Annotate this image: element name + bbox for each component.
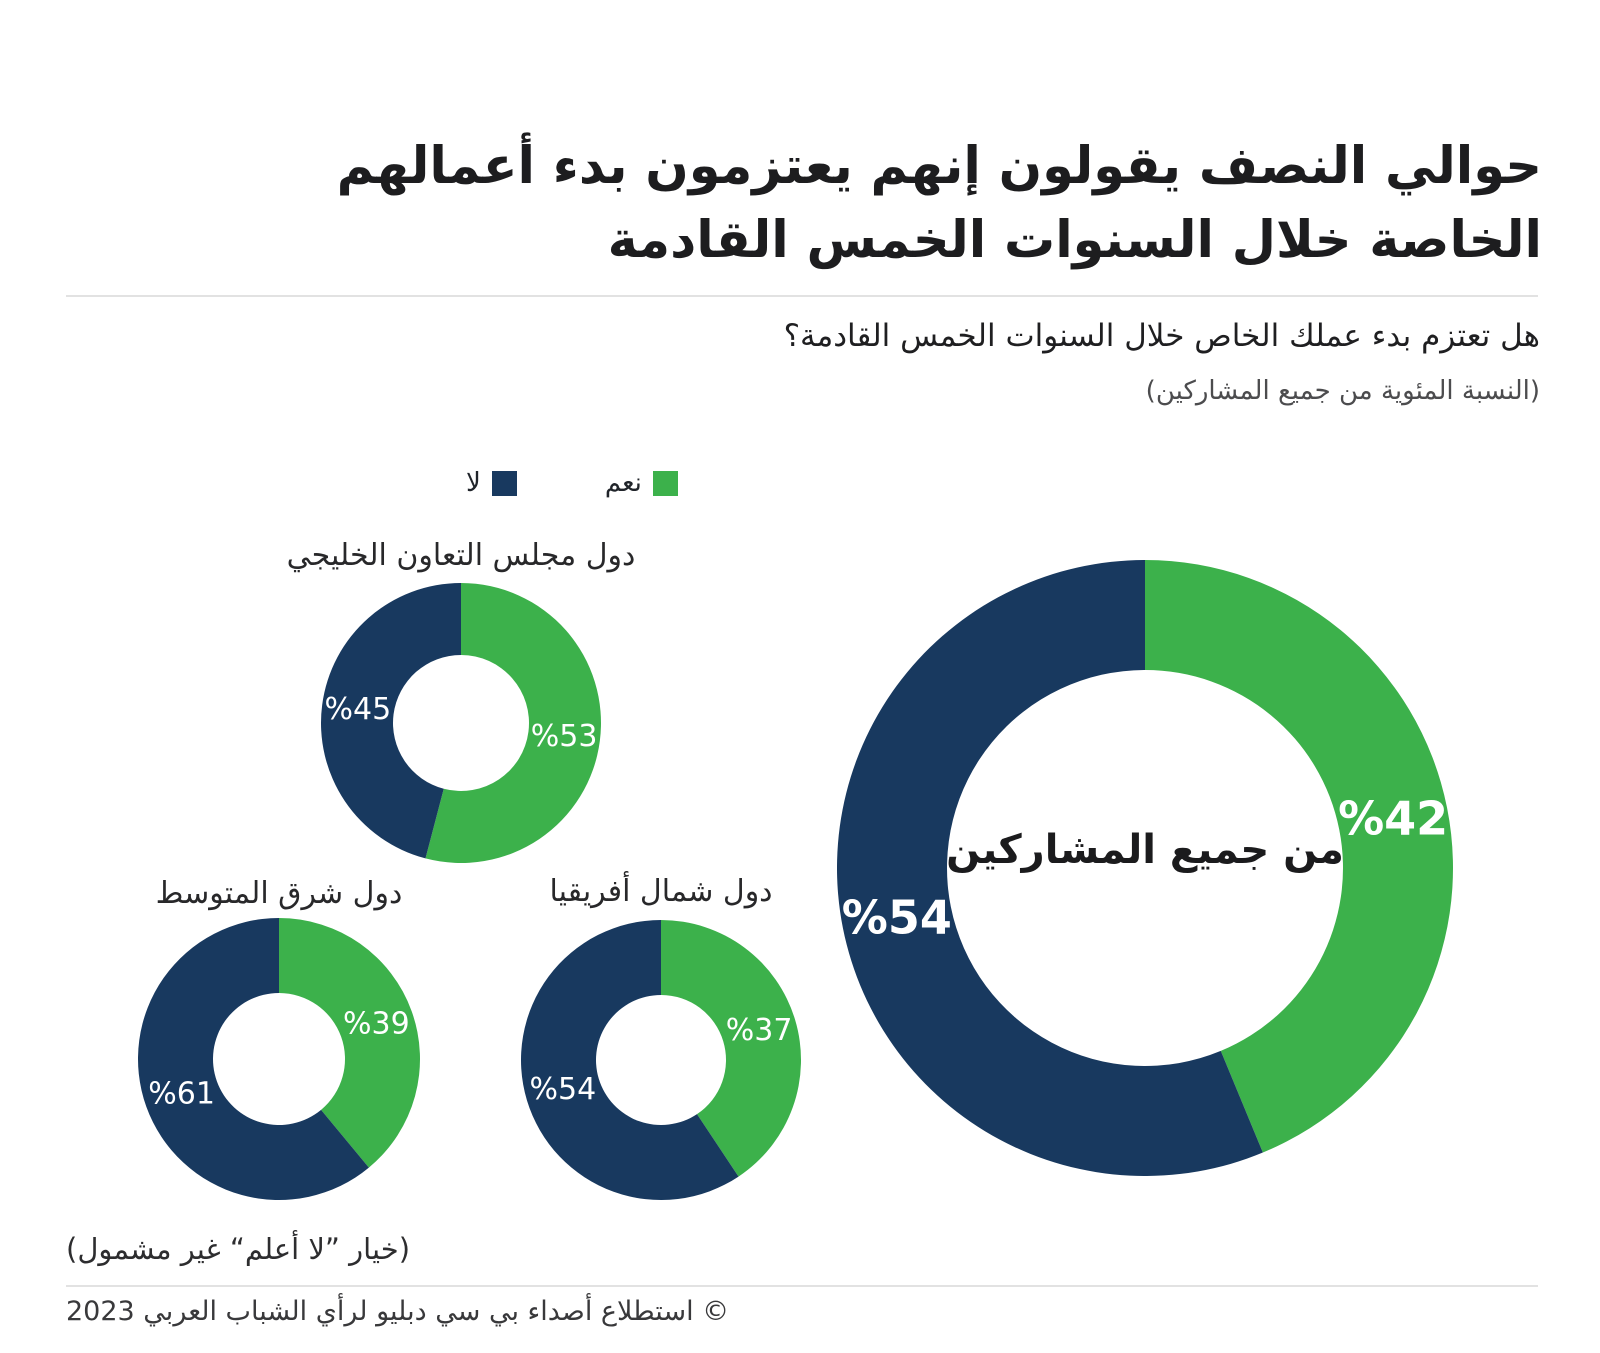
donut-north-africa-value-yes: %37 — [726, 1013, 793, 1048]
donut-north-africa-title: دول شمال أفريقيا — [549, 874, 773, 909]
donut-east-mediterranean-slice-yes — [279, 918, 420, 1168]
donut-gcc-value-yes: %53 — [531, 719, 598, 754]
survey-question-note: (النسبة المئوية من جميع المشاركين) — [1145, 376, 1540, 406]
donut-all-participants-slice-no — [837, 560, 1263, 1176]
legend-yes-swatch-icon — [652, 470, 678, 496]
legend-item-yes: نعم — [605, 470, 678, 496]
donut-east-mediterranean-value-no: %61 — [148, 1077, 215, 1112]
donut-north-africa-value-no: %54 — [530, 1072, 597, 1107]
donut-east-mediterranean-slice-no — [138, 918, 369, 1200]
footnote: (خيار ”لا أعلم“ غير مشمول) — [66, 1232, 411, 1266]
donut-all-participants-slice-yes — [1145, 560, 1453, 1153]
donut-all-participants-value-no: %54 — [842, 890, 952, 944]
survey-question: هل تعتزم بدء عملك الخاص خلال السنوات الخ… — [783, 318, 1540, 354]
title-divider — [66, 295, 1538, 297]
legend-yes-label: نعم — [604, 468, 642, 498]
donut-north-africa-chart: %37 %54 — [521, 920, 801, 1200]
legend-no-swatch-icon — [491, 470, 517, 496]
donut-gcc-slice-no — [321, 583, 461, 859]
legend-no-label: لا — [466, 468, 481, 498]
legend-item-no: لا — [466, 470, 517, 496]
donut-east-mediterranean-chart: %39 %61 — [138, 918, 420, 1200]
donut-east-mediterranean-title: دول شرق المتوسط — [155, 876, 403, 911]
donut-east-mediterranean: دول شرق المتوسط %39 %61 — [138, 876, 420, 1200]
donut-north-africa-slice-no — [521, 920, 739, 1200]
page-title: حوالي النصف يقولون إنهم يعتزمون بدء أعما… — [336, 137, 1542, 270]
donut-all-participants-value-yes: %42 — [1338, 792, 1448, 846]
donut-all-participants-center-label: من جميع المشاركين — [946, 827, 1344, 873]
donut-all-participants-chart: %42 %54 من جميع المشاركين — [837, 560, 1453, 1176]
footer-divider — [66, 1285, 1538, 1287]
donut-gcc: دول مجلس التعاون الخليجي %53 %45 — [287, 538, 635, 863]
chart-legend: نعم لا — [466, 470, 678, 496]
donut-gcc-slice-yes — [425, 583, 601, 863]
donut-north-africa: دول شمال أفريقيا %37 %54 — [521, 874, 801, 1200]
copyright: © استطلاع أصداء بي سي دبليو لرأي الشباب … — [66, 1296, 730, 1327]
donut-north-africa-slice-yes — [661, 920, 801, 1177]
donut-gcc-title: دول مجلس التعاون الخليجي — [286, 538, 636, 573]
donut-gcc-value-no: %45 — [325, 692, 392, 727]
donut-all-participants: %42 %54 من جميع المشاركين — [837, 560, 1453, 1176]
donut-east-mediterranean-value-yes: %39 — [343, 1006, 410, 1041]
donut-gcc-chart: %53 %45 — [321, 583, 601, 863]
